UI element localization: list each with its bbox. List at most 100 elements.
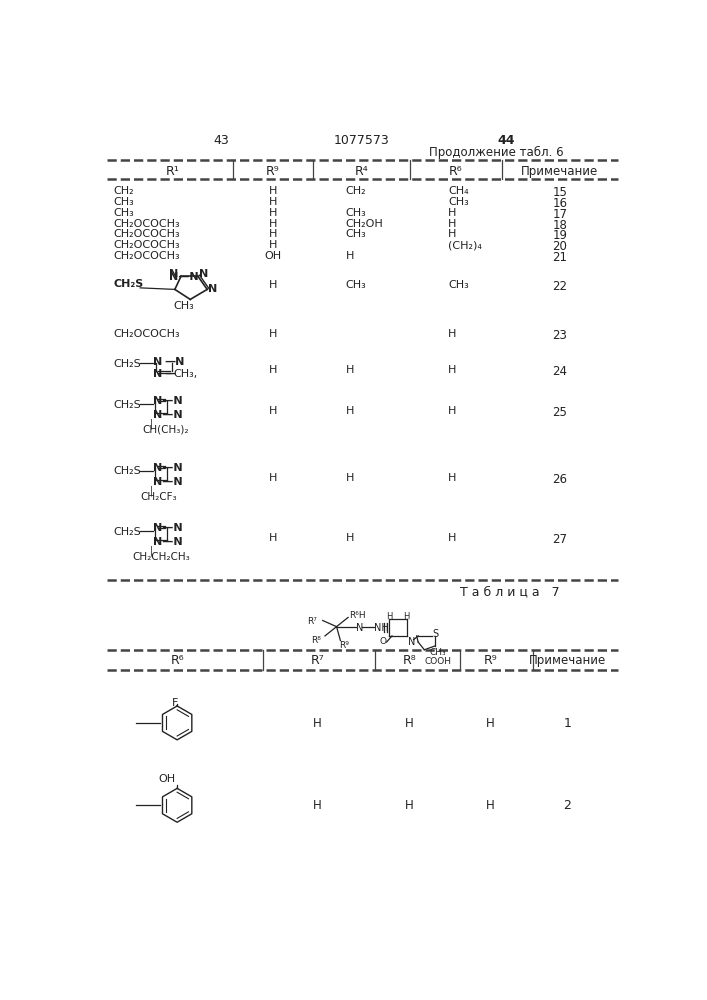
Text: 24: 24 — [552, 365, 567, 378]
Text: N—N: N—N — [169, 272, 199, 282]
Text: H: H — [404, 612, 410, 621]
Text: N—N: N—N — [153, 463, 183, 473]
Text: H: H — [346, 365, 354, 375]
Text: N: N — [199, 269, 208, 279]
Text: CH₂CH₂CH₃: CH₂CH₂CH₃ — [132, 552, 190, 562]
Text: H: H — [448, 208, 457, 218]
Text: H: H — [269, 186, 277, 196]
Text: H: H — [448, 219, 457, 229]
Text: 23: 23 — [552, 329, 567, 342]
Text: (CH₂)₄: (CH₂)₄ — [448, 240, 482, 250]
Text: H: H — [448, 533, 457, 543]
Text: N: N — [356, 623, 363, 633]
Text: H: H — [269, 240, 277, 250]
Text: H: H — [346, 251, 354, 261]
Text: N—N: N—N — [153, 410, 183, 420]
Text: H: H — [313, 799, 322, 812]
Text: CH₂OCOCH₃: CH₂OCOCH₃ — [113, 219, 180, 229]
Text: H: H — [269, 473, 277, 483]
Text: H: H — [269, 406, 277, 416]
Text: OH: OH — [158, 774, 175, 784]
Text: CH₃: CH₃ — [430, 648, 446, 657]
Text: CH₂OCOCH₃: CH₂OCOCH₃ — [113, 251, 180, 261]
Text: H: H — [346, 406, 354, 416]
Text: N—N: N—N — [153, 477, 183, 487]
Text: —: — — [164, 369, 175, 379]
Text: N—N: N—N — [153, 396, 183, 406]
Text: N: N — [153, 369, 163, 379]
Text: Т а б л и ц а   7: Т а б л и ц а 7 — [460, 585, 559, 598]
Text: 18: 18 — [552, 219, 567, 232]
Text: H: H — [486, 717, 495, 730]
Text: H: H — [269, 197, 277, 207]
Text: H: H — [387, 612, 393, 621]
Text: |: | — [150, 419, 153, 429]
Text: Примечание: Примечание — [521, 165, 598, 178]
Text: CH₄: CH₄ — [448, 186, 469, 196]
Text: H: H — [269, 219, 277, 229]
Text: R⁴: R⁴ — [354, 165, 368, 178]
Text: R⁷: R⁷ — [310, 654, 325, 667]
Text: 2: 2 — [563, 799, 571, 812]
Text: CH₂OCOCH₃: CH₂OCOCH₃ — [113, 329, 180, 339]
Text: 17: 17 — [552, 208, 567, 221]
Text: NH: NH — [373, 623, 388, 633]
Text: H: H — [269, 229, 277, 239]
Text: H: H — [269, 329, 277, 339]
Text: CH₃: CH₃ — [113, 208, 134, 218]
Text: H: H — [269, 533, 277, 543]
Text: N: N — [153, 357, 163, 367]
Text: CH₃: CH₃ — [448, 197, 469, 207]
Text: 27: 27 — [552, 533, 567, 546]
Text: N—N: N—N — [153, 537, 183, 547]
Text: CH₂S: CH₂S — [113, 359, 141, 369]
Text: R⁸: R⁸ — [403, 654, 416, 667]
Text: H: H — [269, 208, 277, 218]
Text: N: N — [208, 284, 217, 294]
Text: N: N — [169, 269, 178, 279]
Text: H: H — [448, 229, 457, 239]
Text: R⁶: R⁶ — [449, 165, 462, 178]
Text: H: H — [448, 329, 457, 339]
Text: 1: 1 — [563, 717, 571, 730]
Text: N: N — [408, 637, 416, 647]
Text: 15: 15 — [552, 186, 567, 199]
Text: H: H — [405, 717, 414, 730]
Text: CH₂S: CH₂S — [113, 279, 144, 289]
Text: R⁶: R⁶ — [170, 654, 184, 667]
Text: O: O — [379, 637, 386, 646]
Text: H: H — [448, 473, 457, 483]
Text: H: H — [269, 365, 277, 375]
Text: R⁸: R⁸ — [311, 636, 321, 645]
Text: CH₂: CH₂ — [346, 186, 366, 196]
Text: R¹: R¹ — [165, 165, 180, 178]
Text: |: | — [150, 546, 153, 556]
Text: CH₂OCOCH₃: CH₂OCOCH₃ — [113, 229, 180, 239]
Text: H: H — [313, 717, 322, 730]
Text: CH₂S: CH₂S — [113, 400, 141, 410]
Text: 25: 25 — [552, 406, 567, 419]
Text: OH: OH — [264, 251, 281, 261]
Text: 16: 16 — [552, 197, 567, 210]
Text: H: H — [448, 365, 457, 375]
Text: F: F — [172, 698, 178, 708]
Text: CH₃: CH₃ — [346, 208, 366, 218]
Text: CH₃: CH₃ — [174, 301, 194, 311]
Text: CH₃,: CH₃, — [173, 369, 197, 379]
Text: 21: 21 — [552, 251, 567, 264]
Text: CH(CH₃)₂: CH(CH₃)₂ — [143, 425, 189, 435]
Text: Примечание: Примечание — [529, 654, 606, 667]
Text: CH₂OCOCH₃: CH₂OCOCH₃ — [113, 240, 180, 250]
Text: N—N: N—N — [153, 523, 183, 533]
Text: CH₃: CH₃ — [113, 197, 134, 207]
Text: R⁹: R⁹ — [266, 165, 279, 178]
Text: 20: 20 — [552, 240, 567, 253]
Text: 19: 19 — [552, 229, 567, 242]
Text: 22: 22 — [552, 280, 567, 293]
Text: CH₃: CH₃ — [346, 280, 366, 290]
Text: CH₃: CH₃ — [448, 280, 469, 290]
Text: CH₃: CH₃ — [346, 229, 366, 239]
Text: CH₂S: CH₂S — [113, 466, 141, 477]
Text: H: H — [405, 799, 414, 812]
Text: |: | — [150, 486, 153, 496]
